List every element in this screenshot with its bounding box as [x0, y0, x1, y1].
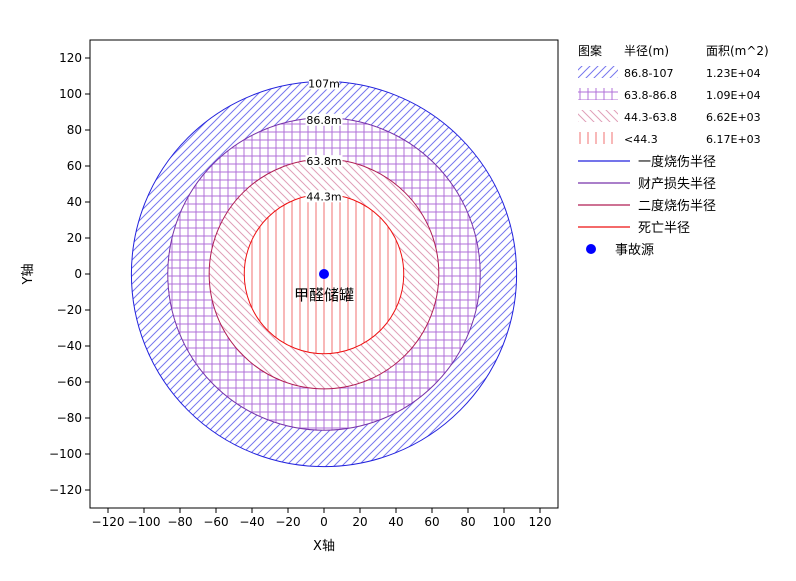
x-tick-label-8: 40 [388, 515, 403, 529]
legend-source-marker [586, 244, 596, 254]
x-tick-label-7: 20 [352, 515, 367, 529]
x-tick-label-12: 120 [529, 515, 552, 529]
y-tick-label-8: 40 [67, 195, 82, 209]
radius-label-0: 107m [308, 77, 340, 90]
x-tick-label-1: −100 [128, 515, 161, 529]
legend-source-label: 事故源 [615, 243, 654, 258]
y-tick-label-3: −60 [57, 375, 82, 389]
legend-area-3: 6.17E+03 [706, 133, 761, 146]
x-axis-label: X轴 [313, 539, 335, 554]
x-tick-label-2: −80 [167, 515, 192, 529]
y-tick-label-6: 0 [74, 267, 82, 281]
radius-label-bg-1 [305, 113, 343, 126]
legend-swatch-0 [578, 66, 618, 78]
legend-swatch-3 [578, 132, 618, 144]
x-tick-label-4: −40 [239, 515, 264, 529]
y-tick-label-5: −20 [57, 303, 82, 317]
y-tick-label-4: −40 [57, 339, 82, 353]
legend-range-2: 44.3-63.8 [624, 111, 677, 124]
y-tick-label-2: −80 [57, 411, 82, 425]
x-tick-label-0: −120 [92, 515, 125, 529]
legend-swatch-2 [578, 110, 618, 122]
radius-label-2: 63.8m [306, 155, 341, 168]
y-tick-label-11: 100 [59, 87, 82, 101]
legend-swatch-1 [578, 88, 618, 100]
legend-area-1: 1.09E+04 [706, 89, 761, 102]
legend-header-area: 面积(m^2) [706, 44, 769, 58]
x-tick-label-6: 0 [320, 515, 328, 529]
radius-label-1: 86.8m [306, 114, 341, 127]
y-tick-label-7: 20 [67, 231, 82, 245]
legend-line-label-1: 财产损失半径 [638, 177, 716, 192]
y-tick-label-1: −100 [49, 447, 82, 461]
legend-range-0: 86.8-107 [624, 67, 673, 80]
legend-range-3: <44.3 [624, 133, 658, 146]
legend-area-2: 6.62E+03 [706, 111, 761, 124]
legend-line-label-3: 死亡半径 [638, 221, 690, 236]
legend-line-label-2: 二度烧伤半径 [638, 198, 716, 214]
y-tick-label-10: 80 [67, 123, 82, 137]
radius-label-bg-0 [308, 77, 340, 90]
source-point [319, 269, 329, 279]
legend-area-0: 1.23E+04 [706, 67, 761, 80]
y-tick-label-9: 60 [67, 159, 82, 173]
x-tick-label-3: −60 [203, 515, 228, 529]
x-tick-label-11: 100 [493, 515, 516, 529]
y-tick-label-0: −120 [49, 483, 82, 497]
x-tick-label-9: 60 [424, 515, 439, 529]
y-tick-label-12: 120 [59, 51, 82, 65]
legend-header-pattern: 图案 [578, 43, 602, 58]
radius-label-3: 44.3m [306, 190, 341, 203]
radius-label-bg-2 [305, 155, 343, 168]
y-axis-label: Y轴 [21, 264, 36, 286]
legend-range-1: 63.8-86.8 [624, 89, 677, 102]
legend-header-radius: 半径(m) [624, 44, 669, 58]
x-tick-label-5: −20 [275, 515, 300, 529]
source-label: 甲醛储罐 [294, 286, 354, 304]
x-tick-label-10: 80 [460, 515, 475, 529]
radius-label-bg-3 [305, 190, 343, 203]
legend-line-label-0: 一度烧伤半径 [638, 154, 716, 170]
